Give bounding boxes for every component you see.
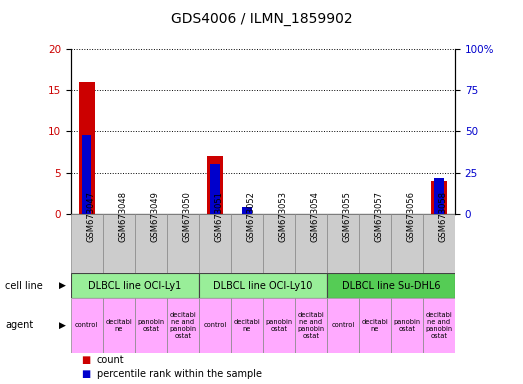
Text: GSM673058: GSM673058 <box>439 191 448 242</box>
Bar <box>263 298 295 353</box>
Text: ▶: ▶ <box>59 281 65 290</box>
Text: decitabi
ne: decitabi ne <box>105 319 132 332</box>
Text: GSM673049: GSM673049 <box>151 192 160 242</box>
Text: panobin
ostat: panobin ostat <box>137 319 164 332</box>
Bar <box>391 214 423 273</box>
Bar <box>423 298 455 353</box>
Text: GSM673056: GSM673056 <box>407 191 416 242</box>
Bar <box>167 298 199 353</box>
Text: GSM673050: GSM673050 <box>183 192 192 242</box>
Bar <box>359 298 391 353</box>
Text: GDS4006 / ILMN_1859902: GDS4006 / ILMN_1859902 <box>170 12 353 25</box>
Text: GSM673057: GSM673057 <box>375 191 384 242</box>
Text: control: control <box>75 323 98 328</box>
Text: decitabi
ne and
panobin
ostat: decitabi ne and panobin ostat <box>425 312 452 339</box>
Bar <box>71 273 199 298</box>
Bar <box>423 214 455 273</box>
Text: agent: agent <box>5 320 33 331</box>
Bar <box>434 177 444 214</box>
Bar <box>359 214 391 273</box>
Text: decitabi
ne: decitabi ne <box>233 319 260 332</box>
Bar <box>71 298 103 353</box>
Text: GSM673053: GSM673053 <box>279 191 288 242</box>
Bar <box>231 298 263 353</box>
Text: control: control <box>203 323 226 328</box>
Text: DLBCL line OCI-Ly10: DLBCL line OCI-Ly10 <box>213 280 313 291</box>
Text: control: control <box>331 323 355 328</box>
Bar <box>327 214 359 273</box>
Bar <box>103 214 135 273</box>
Bar <box>263 214 295 273</box>
Text: count: count <box>97 355 124 365</box>
Text: ■: ■ <box>81 369 90 379</box>
Text: GSM673048: GSM673048 <box>119 191 128 242</box>
Bar <box>295 298 327 353</box>
Bar <box>103 298 135 353</box>
Text: ▶: ▶ <box>59 321 65 330</box>
Bar <box>210 164 220 214</box>
Bar <box>327 298 359 353</box>
Bar <box>242 207 252 214</box>
Bar <box>391 298 423 353</box>
Bar <box>199 273 327 298</box>
Text: GSM673055: GSM673055 <box>343 192 352 242</box>
Text: ■: ■ <box>81 355 90 365</box>
Bar <box>167 214 199 273</box>
Text: GSM673054: GSM673054 <box>311 192 320 242</box>
Bar <box>231 214 263 273</box>
Bar <box>207 156 223 214</box>
Bar <box>327 273 455 298</box>
Text: DLBCL line Su-DHL6: DLBCL line Su-DHL6 <box>342 280 440 291</box>
Bar <box>199 214 231 273</box>
Bar <box>78 82 95 214</box>
Text: percentile rank within the sample: percentile rank within the sample <box>97 369 262 379</box>
Text: decitabi
ne and
panobin
ostat: decitabi ne and panobin ostat <box>169 312 196 339</box>
Text: GSM673047: GSM673047 <box>87 191 96 242</box>
Bar <box>295 214 327 273</box>
Text: panobin
ostat: panobin ostat <box>265 319 292 332</box>
Text: cell line: cell line <box>5 280 43 291</box>
Bar <box>135 214 167 273</box>
Bar <box>82 135 92 214</box>
Text: decitabi
ne: decitabi ne <box>361 319 388 332</box>
Bar <box>431 181 447 214</box>
Text: GSM673051: GSM673051 <box>215 192 224 242</box>
Bar <box>135 298 167 353</box>
Text: DLBCL line OCI-Ly1: DLBCL line OCI-Ly1 <box>88 280 181 291</box>
Bar <box>199 298 231 353</box>
Text: GSM673052: GSM673052 <box>247 192 256 242</box>
Text: panobin
ostat: panobin ostat <box>393 319 420 332</box>
Text: decitabi
ne and
panobin
ostat: decitabi ne and panobin ostat <box>297 312 324 339</box>
Bar <box>71 214 103 273</box>
